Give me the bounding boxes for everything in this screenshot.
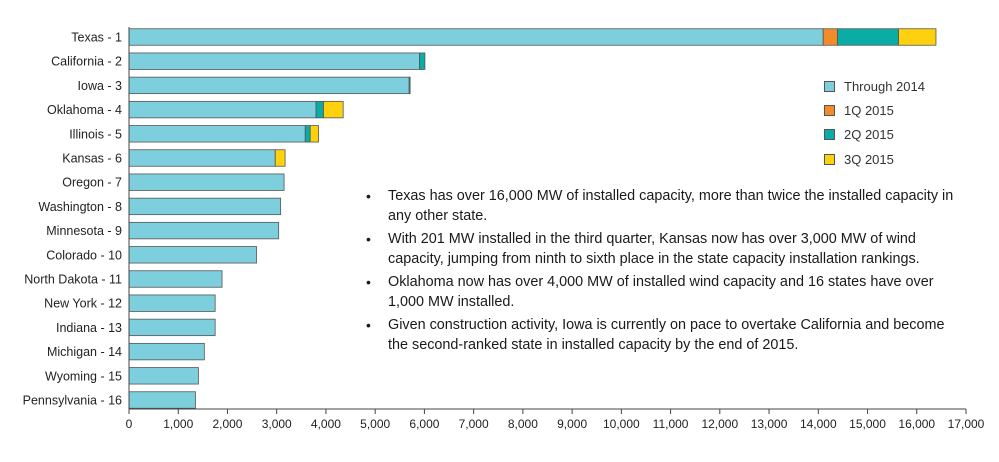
bar-segment xyxy=(822,28,838,46)
category-label: New York - 12 xyxy=(44,297,122,311)
x-tick-label: 17,000 xyxy=(948,417,985,431)
category-label: North Dakota - 11 xyxy=(24,273,122,287)
category-label: Oklahoma - 4 xyxy=(47,103,122,117)
notes-list: • Texas has over 16,000 MW of installed c… xyxy=(362,186,962,358)
bar-segment xyxy=(128,367,199,385)
chart-legend: Through 2014 1Q 2015 2Q 2015 3Q 2015 xyxy=(824,74,925,171)
bar-segment xyxy=(128,342,205,361)
category-label: Texas - 1 xyxy=(71,31,122,45)
bullet-glyph: • xyxy=(366,231,371,247)
category-label: Pennsylvania - 16 xyxy=(23,394,122,408)
bar-segment xyxy=(128,318,216,337)
note-text: Texas has over 16,000 MW of installed ca… xyxy=(388,188,954,224)
bar-segment xyxy=(323,100,344,119)
legend-swatch-1q-2015 xyxy=(824,104,835,116)
note-text: Given construction activity, Iowa is cur… xyxy=(388,317,945,353)
bullet-glyph: • xyxy=(366,188,371,204)
x-tick-label: 1,000 xyxy=(163,417,193,431)
x-tick-label: 11,000 xyxy=(653,417,689,431)
legend-item-3q-2015: 3Q 2015 xyxy=(824,147,925,171)
x-tick-label: 8,000 xyxy=(508,417,538,431)
x-tick-label: 14,000 xyxy=(800,417,837,431)
bar-segment xyxy=(304,125,311,143)
bar-segment xyxy=(128,28,824,46)
x-tick-label: 12,000 xyxy=(701,417,738,431)
category-label: Iowa - 3 xyxy=(78,79,123,93)
category-label: Washington - 8 xyxy=(38,200,122,214)
bar-segment xyxy=(419,52,426,70)
bar-segment xyxy=(128,125,306,143)
category-label: Oregon - 7 xyxy=(62,176,122,190)
category-label: Michigan - 14 xyxy=(47,345,122,359)
legend-label: 1Q 2015 xyxy=(844,102,894,118)
legend-item-through-2014: Through 2014 xyxy=(824,74,925,98)
category-label: Kansas - 6 xyxy=(62,152,122,166)
legend-swatch-3q-2015 xyxy=(824,153,835,165)
note-item: • Given construction activity, Iowa is cu… xyxy=(362,315,962,355)
legend-label: 3Q 2015 xyxy=(844,151,894,167)
bar-segment xyxy=(128,221,280,240)
note-item: • Texas has over 16,000 MW of installed c… xyxy=(362,186,962,226)
bar-segment xyxy=(315,100,324,119)
bar-segment xyxy=(309,125,319,143)
bar-segment xyxy=(128,149,276,167)
category-label: California - 2 xyxy=(51,55,122,69)
bar-segment xyxy=(128,100,317,119)
bar-segment xyxy=(128,76,410,95)
note-item: • Oklahoma now has over 4,000 MW of insta… xyxy=(362,272,962,312)
bar-segment xyxy=(408,76,411,95)
legend-label: 2Q 2015 xyxy=(844,127,894,143)
note-item: • With 201 MW installed in the third quar… xyxy=(362,229,962,269)
legend-label: Through 2014 xyxy=(844,78,925,94)
category-label: Wyoming - 15 xyxy=(45,369,122,383)
x-tick-label: 16,000 xyxy=(898,417,935,431)
x-tick-label: 0 xyxy=(126,417,133,431)
bar-segment xyxy=(274,149,286,167)
x-tick-label: 3,000 xyxy=(262,417,292,431)
note-text: Oklahoma now has over 4,000 MW of instal… xyxy=(388,274,934,310)
category-label: Illinois - 5 xyxy=(69,127,122,141)
x-tick-label: 10,000 xyxy=(603,417,640,431)
bar-segment xyxy=(128,391,196,409)
bar-segment xyxy=(128,270,223,288)
note-text: With 201 MW installed in the third quart… xyxy=(388,231,920,267)
x-tick-label: 13,000 xyxy=(751,417,788,431)
bar-segment xyxy=(898,28,937,46)
bar-segment xyxy=(128,197,282,216)
x-tick-label: 7,000 xyxy=(459,417,489,431)
category-label: Minnesota - 9 xyxy=(46,224,122,238)
x-tick-label: 4,000 xyxy=(311,417,341,431)
bar-segment xyxy=(128,246,257,264)
bullet-glyph: • xyxy=(366,274,371,290)
bar-segment xyxy=(128,173,285,191)
bar-segment xyxy=(837,28,899,46)
category-label: Indiana - 13 xyxy=(56,321,122,335)
x-tick-label: 6,000 xyxy=(409,417,439,431)
bar-segment xyxy=(128,52,420,70)
x-tick-label: 2,000 xyxy=(212,417,242,431)
x-tick-label: 15,000 xyxy=(849,417,886,431)
legend-swatch-2q-2015 xyxy=(824,129,835,141)
legend-item-2q-2015: 2Q 2015 xyxy=(824,123,925,147)
legend-swatch-through-2014 xyxy=(824,80,835,92)
bullet-glyph: • xyxy=(366,317,371,333)
legend-item-1q-2015: 1Q 2015 xyxy=(824,98,925,122)
category-label: Colorado - 10 xyxy=(46,248,122,262)
x-tick-label: 5,000 xyxy=(360,417,390,431)
x-tick-label: 9,000 xyxy=(557,417,587,431)
bar-segment xyxy=(128,294,216,312)
